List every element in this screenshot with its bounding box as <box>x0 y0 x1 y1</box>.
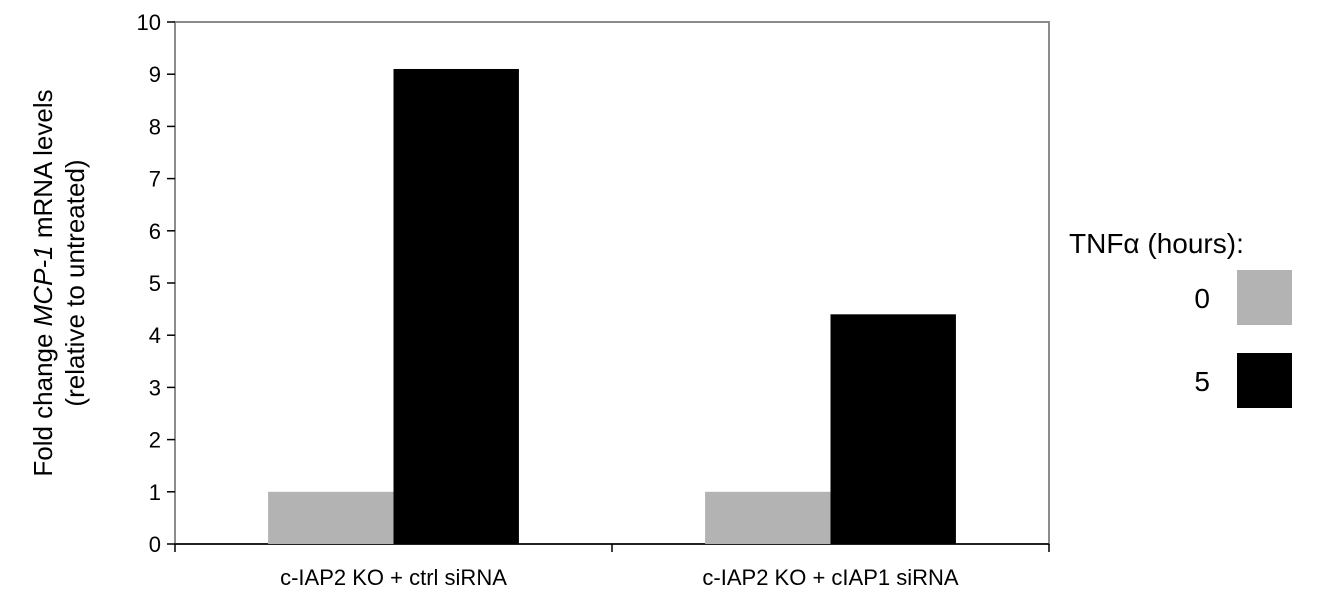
x-axis: c-IAP2 KO + ctrl siRNA c-IAP2 KO + cIAP1 … <box>174 543 1050 590</box>
y-axis-title-prefix: Fold change <box>28 326 58 476</box>
bar-5h-2 <box>830 314 956 544</box>
y-tick-label: 8 <box>149 114 161 139</box>
legend-label-0: 0 <box>1194 283 1210 314</box>
legend-swatch-0 <box>1237 270 1292 325</box>
y-axis-title-gene: MCP-1 <box>28 245 58 326</box>
y-tick-label: 2 <box>149 428 161 453</box>
x-category-label: c-IAP2 KO + ctrl siRNA <box>280 565 507 590</box>
y-tick-label: 10 <box>137 10 161 35</box>
bar-5h-1 <box>393 68 519 544</box>
y-axis-title-suffix: mRNA levels <box>28 89 58 245</box>
y-tick-label: 7 <box>149 167 161 192</box>
y-tick-label: 1 <box>149 480 161 505</box>
bars <box>268 68 956 544</box>
y-axis-title: Fold change MCP-1 mRNA levels (relative … <box>28 89 90 476</box>
y-tick-label: 4 <box>149 323 161 348</box>
bar-0h-1 <box>268 491 394 544</box>
x-category-label: c-IAP2 KO + cIAP1 siRNA <box>702 565 958 590</box>
y-axis-title-line1: Fold change MCP-1 mRNA levels <box>28 89 58 476</box>
y-axis: 0 1 2 3 4 5 6 7 8 9 10 <box>137 10 175 557</box>
y-tick-label: 0 <box>149 532 161 557</box>
legend-title: TNFα (hours): <box>1069 228 1244 259</box>
y-tick-label: 6 <box>149 219 161 244</box>
y-tick-label: 9 <box>149 62 161 87</box>
legend: TNFα (hours): 0 5 <box>1069 228 1292 408</box>
bar-0h-2 <box>705 491 831 544</box>
y-tick-label: 5 <box>149 271 161 296</box>
y-axis-title-line2: (relative to untreated) <box>60 159 90 406</box>
legend-label-5: 5 <box>1194 366 1210 397</box>
legend-swatch-5 <box>1237 353 1292 408</box>
y-tick-label: 3 <box>149 375 161 400</box>
